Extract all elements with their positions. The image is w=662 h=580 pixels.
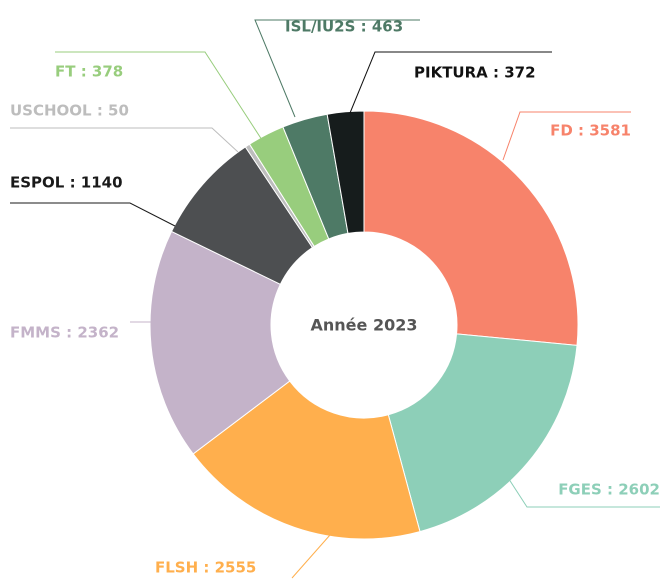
data-label: USCHOOL : 50 — [10, 102, 129, 120]
leader-line — [349, 51, 552, 114]
donut-slice — [387, 333, 578, 533]
leader-line — [291, 534, 331, 579]
center-label: Année 2023 — [311, 316, 418, 335]
data-label: FLSH : 2555 — [155, 559, 256, 577]
leader-line — [55, 51, 263, 141]
leader-line — [502, 469, 660, 508]
data-label: FMMS : 2362 — [10, 324, 119, 342]
data-label: ESPOL : 1140 — [10, 174, 123, 192]
donut-slice — [149, 230, 291, 455]
data-label: PIKTURA : 372 — [414, 64, 536, 82]
donut-slice — [326, 110, 365, 234]
leader-line — [10, 127, 239, 153]
leader-line — [10, 202, 176, 227]
data-label: FGES : 2602 — [558, 481, 660, 499]
data-label: FT : 378 — [55, 63, 123, 81]
leader-line — [254, 19, 420, 118]
donut-slice — [192, 380, 421, 540]
donut-slice — [363, 110, 579, 346]
leader-line — [502, 111, 631, 161]
data-label: ISL/IU2S : 463 — [285, 18, 403, 36]
data-label: FD : 3581 — [550, 122, 631, 140]
